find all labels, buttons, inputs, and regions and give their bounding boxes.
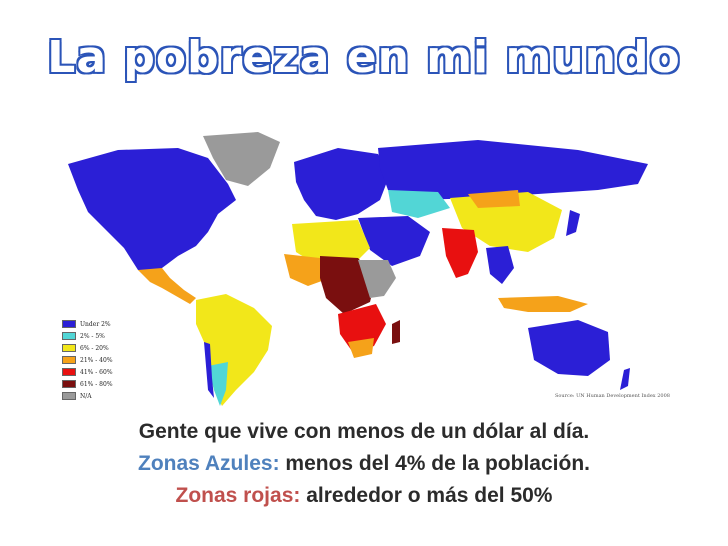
legend-item: 41% - 60% bbox=[62, 366, 113, 378]
legend-item: 6% - 20% bbox=[62, 342, 113, 354]
indonesia-region bbox=[498, 296, 588, 312]
north-america-region bbox=[68, 148, 236, 278]
greenland-region bbox=[203, 132, 280, 186]
map-source: Source: UN Human Development Index 2008 bbox=[555, 393, 670, 399]
legend-swatch bbox=[62, 356, 76, 364]
red-zones-text: alrededor o más del 50% bbox=[300, 484, 553, 507]
legend-label: N/A bbox=[80, 392, 92, 400]
legend-item: 61% - 80% bbox=[62, 378, 113, 390]
east-africa-region bbox=[358, 260, 396, 298]
argentina-region bbox=[208, 362, 228, 406]
legend-label: 6% - 20% bbox=[80, 344, 109, 352]
mongolia-region bbox=[468, 190, 520, 208]
madagascar-region bbox=[392, 320, 400, 344]
legend-label: 2% - 5% bbox=[80, 332, 105, 340]
legend-label: Under 2% bbox=[80, 320, 111, 328]
legend-item: 2% - 5% bbox=[62, 330, 113, 342]
red-zones-label: Zonas rojas: bbox=[175, 484, 301, 507]
west-africa-region bbox=[284, 254, 330, 286]
legend-label: 21% - 40% bbox=[80, 356, 113, 364]
legend-swatch bbox=[62, 332, 76, 340]
south-africa-region bbox=[348, 338, 374, 358]
southeast-asia-region bbox=[486, 246, 514, 284]
japan-region bbox=[566, 210, 580, 236]
legend-swatch bbox=[62, 320, 76, 328]
legend-swatch bbox=[62, 368, 76, 376]
australia-region bbox=[528, 320, 610, 376]
europe-region bbox=[294, 148, 390, 220]
blue-zones-label: Zonas Azules: bbox=[138, 452, 280, 475]
russia-region bbox=[378, 140, 648, 200]
caption-line-3: Zonas rojas: alrededor o más del 50% bbox=[0, 484, 728, 508]
chile-region bbox=[204, 342, 214, 398]
southern-africa-region bbox=[338, 304, 386, 354]
legend-label: 61% - 80% bbox=[80, 380, 113, 388]
legend-item: 21% - 40% bbox=[62, 354, 113, 366]
north-africa-region bbox=[292, 220, 370, 266]
central-asia-region bbox=[388, 190, 450, 218]
middle-east-region bbox=[358, 216, 430, 266]
legend-item: Under 2% bbox=[62, 318, 113, 330]
map-legend: Under 2% 2% - 5% 6% - 20% 21% - 40% 41% … bbox=[62, 318, 113, 402]
legend-label: 41% - 60% bbox=[80, 368, 113, 376]
slide-title: La pobreza en mi mundo bbox=[46, 31, 681, 84]
caption-line-2: Zonas Azules: menos del 4% de la poblaci… bbox=[0, 452, 728, 476]
central-america-region bbox=[138, 268, 196, 304]
legend-swatch bbox=[62, 344, 76, 352]
world-poverty-map bbox=[68, 132, 648, 406]
india-region bbox=[442, 228, 478, 278]
legend-item: N/A bbox=[62, 390, 113, 402]
new-zealand-region bbox=[620, 368, 630, 390]
caption-line-1: Gente que vive con menos de un dólar al … bbox=[138, 420, 590, 443]
legend-swatch bbox=[62, 380, 76, 388]
legend-swatch bbox=[62, 392, 76, 400]
blue-zones-text: menos del 4% de la población. bbox=[279, 452, 590, 475]
